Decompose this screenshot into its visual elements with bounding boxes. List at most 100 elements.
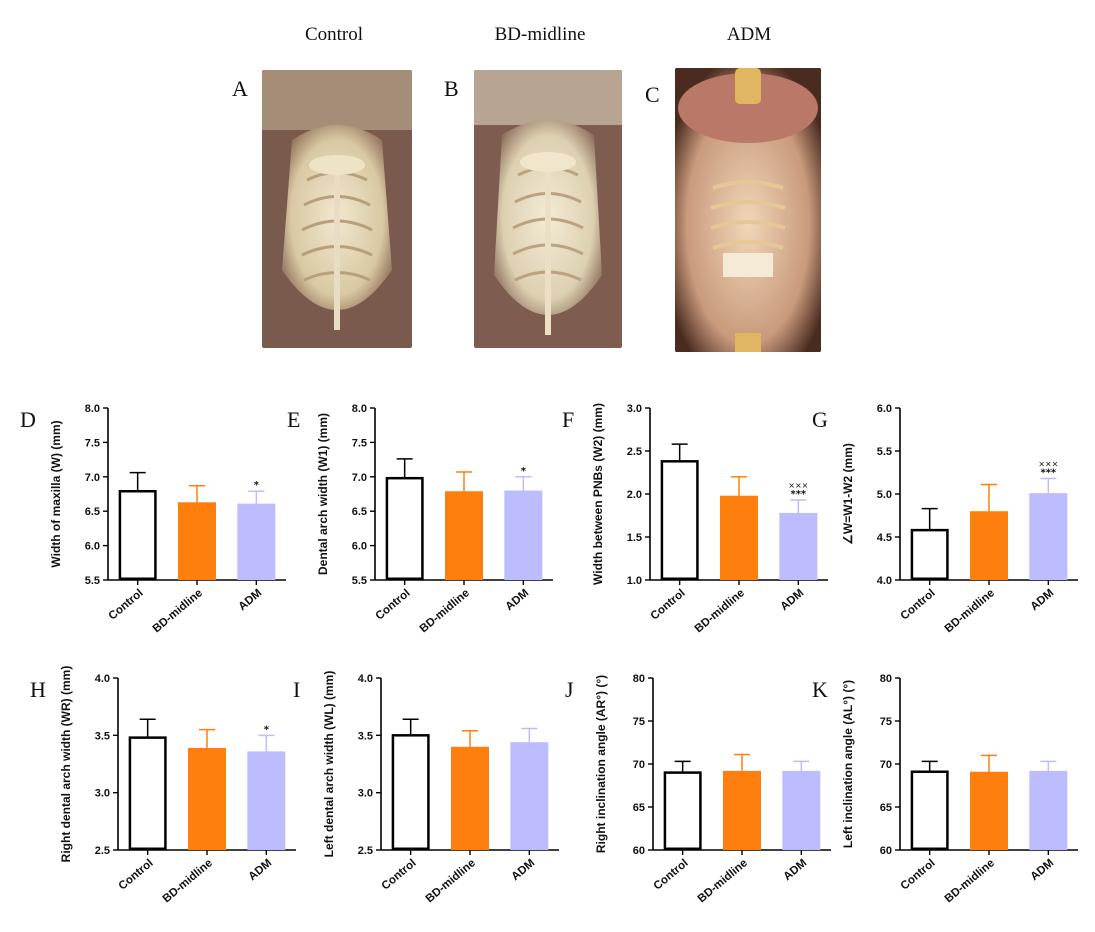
panel-letter-h: H [30, 677, 46, 702]
category-label: Control [374, 587, 413, 622]
y-tick-label: 3.0 [358, 788, 373, 800]
category-label: Control [652, 857, 691, 892]
category-label: BD-midline [696, 857, 750, 905]
y-tick-label: 3.0 [627, 403, 642, 415]
bar-chart-j: J Right inclination angle (AR°) (°) 60 65 70… [565, 673, 831, 905]
category-label: ADM [236, 587, 264, 613]
significance-mark: *** [790, 489, 806, 500]
y-tick-label: 1.5 [627, 532, 642, 544]
bar-control [910, 770, 949, 850]
y-tick-label: 6.0 [877, 403, 892, 415]
bar-adm [1029, 493, 1068, 580]
bar-chart-g: G ∠W=W1-W2 (mm) 4.0 4.5 5.0 5.5 6.0 Control BD-m… [812, 403, 1078, 635]
y-axis-title: Left dental arch width (WL) (mm) [322, 671, 336, 858]
panel-letter-c: C [645, 82, 660, 107]
bar-adm [247, 751, 286, 850]
y-axis-title: Left inclination angle (AL°) (°) [841, 680, 855, 848]
y-tick-label: 7.5 [85, 437, 100, 449]
significance-mark: * [264, 724, 270, 735]
bar-adm [779, 512, 818, 580]
y-tick-label: 5.5 [877, 446, 892, 458]
category-label: ADM [246, 857, 274, 883]
bar-chart-i: I Left dental arch width (WL) (mm) 2.5 3.0 3… [293, 671, 559, 905]
y-tick-label: 65 [633, 802, 645, 814]
palate-photo-control [262, 70, 412, 348]
category-label: BD-midline [424, 857, 478, 905]
bar-control [128, 736, 167, 850]
significance-mark: * [521, 466, 527, 477]
y-tick-label: 60 [633, 845, 645, 857]
y-tick-label: 4.0 [877, 575, 892, 587]
y-tick-label: 5.5 [352, 575, 367, 587]
category-label: BD-midline [151, 587, 205, 635]
bar-chart-h: H Right dental arch width (WR) (mm) 2.5 3.0… [30, 666, 296, 905]
y-axis-title: Right inclination angle (AR°) (°) [594, 675, 608, 853]
y-tick-label: 3.5 [95, 730, 110, 742]
bar-adm [504, 490, 543, 580]
bar-control [910, 528, 949, 580]
bar-control [385, 476, 424, 580]
y-tick-label: 1.0 [627, 575, 642, 587]
category-label: BD-midline [161, 857, 215, 905]
category-label: Control [649, 587, 688, 622]
category-label: ADM [778, 587, 806, 613]
bar-control [660, 460, 699, 580]
category-label: BD-midline [418, 587, 472, 635]
y-axis-title: ∠W=W1-W2 (mm) [841, 443, 855, 545]
y-tick-label: 75 [633, 716, 645, 728]
category-label: BD-midline [693, 587, 747, 635]
y-tick-label: 5.5 [85, 575, 100, 587]
panel-letter-e: E [287, 407, 300, 432]
y-tick-label: 7.5 [352, 437, 367, 449]
category-label: ADM [1028, 587, 1056, 613]
y-tick-label: 2.5 [627, 446, 642, 458]
bar-bd-midline [970, 771, 1008, 850]
category-label: ADM [781, 857, 809, 883]
category-label: Control [117, 857, 156, 892]
y-tick-label: 2.5 [95, 845, 110, 857]
y-tick-label: 3.0 [95, 788, 110, 800]
bar-bd-midline [445, 491, 483, 580]
category-label: Control [899, 857, 938, 892]
y-axis-title: Width between PNBs (W2) (mm) [591, 403, 605, 585]
panel-letter-a: A [232, 76, 248, 101]
bar-adm [510, 742, 549, 850]
panel-letter-d: D [20, 407, 36, 432]
category-label: Control [380, 857, 419, 892]
y-tick-label: 70 [880, 759, 892, 771]
category-label: BD-midline [943, 587, 997, 635]
bar-chart-d: D Width of maxilla (W) (mm) 5.5 6.0 6.5 7.0 7.… [20, 403, 286, 635]
bar-bd-midline [720, 495, 758, 580]
bar-bd-midline [723, 770, 761, 850]
bar-adm [237, 503, 276, 580]
photo-title-control: Control [304, 24, 364, 45]
y-tick-label: 80 [633, 673, 645, 685]
significance-mark: *** [1040, 468, 1056, 479]
category-label: ADM [1028, 857, 1056, 883]
bar-bd-midline [178, 502, 216, 580]
y-tick-label: 2.5 [358, 845, 373, 857]
y-tick-label: 8.0 [352, 403, 367, 415]
y-tick-label: 75 [880, 716, 892, 728]
palate-photo-bd-midline [474, 70, 622, 348]
bar-adm [1029, 770, 1068, 850]
y-tick-label: 2.0 [627, 489, 642, 501]
y-tick-label: 60 [880, 845, 892, 857]
significance-mark-secondary: ××× [788, 481, 808, 490]
panel-letter-j: J [565, 677, 574, 702]
category-label: Control [107, 587, 146, 622]
bar-chart-e: E Dental arch width (W1) (mm) 5.5 6.0 6.5 7.0… [287, 403, 553, 635]
y-tick-label: 70 [633, 759, 645, 771]
palate-photo-adm [675, 68, 821, 352]
y-tick-label: 4.0 [95, 673, 110, 685]
bar-chart-f: F Width between PNBs (W2) (mm) 1.0 1.5 2.0 2.… [562, 403, 828, 635]
bar-bd-midline [188, 747, 226, 850]
category-label: BD-midline [943, 857, 997, 905]
bar-chart-k: K Left inclination angle (AL°) (°) 60 65 70 7… [812, 673, 1078, 905]
photo-title-bd-midline: BD-midline [494, 24, 586, 45]
bar-control [391, 734, 430, 850]
bar-control [663, 771, 702, 850]
y-tick-label: 7.0 [85, 472, 100, 484]
y-axis-title: Width of maxilla (W) (mm) [49, 420, 63, 567]
photo-title-adm: ADM [726, 24, 772, 45]
